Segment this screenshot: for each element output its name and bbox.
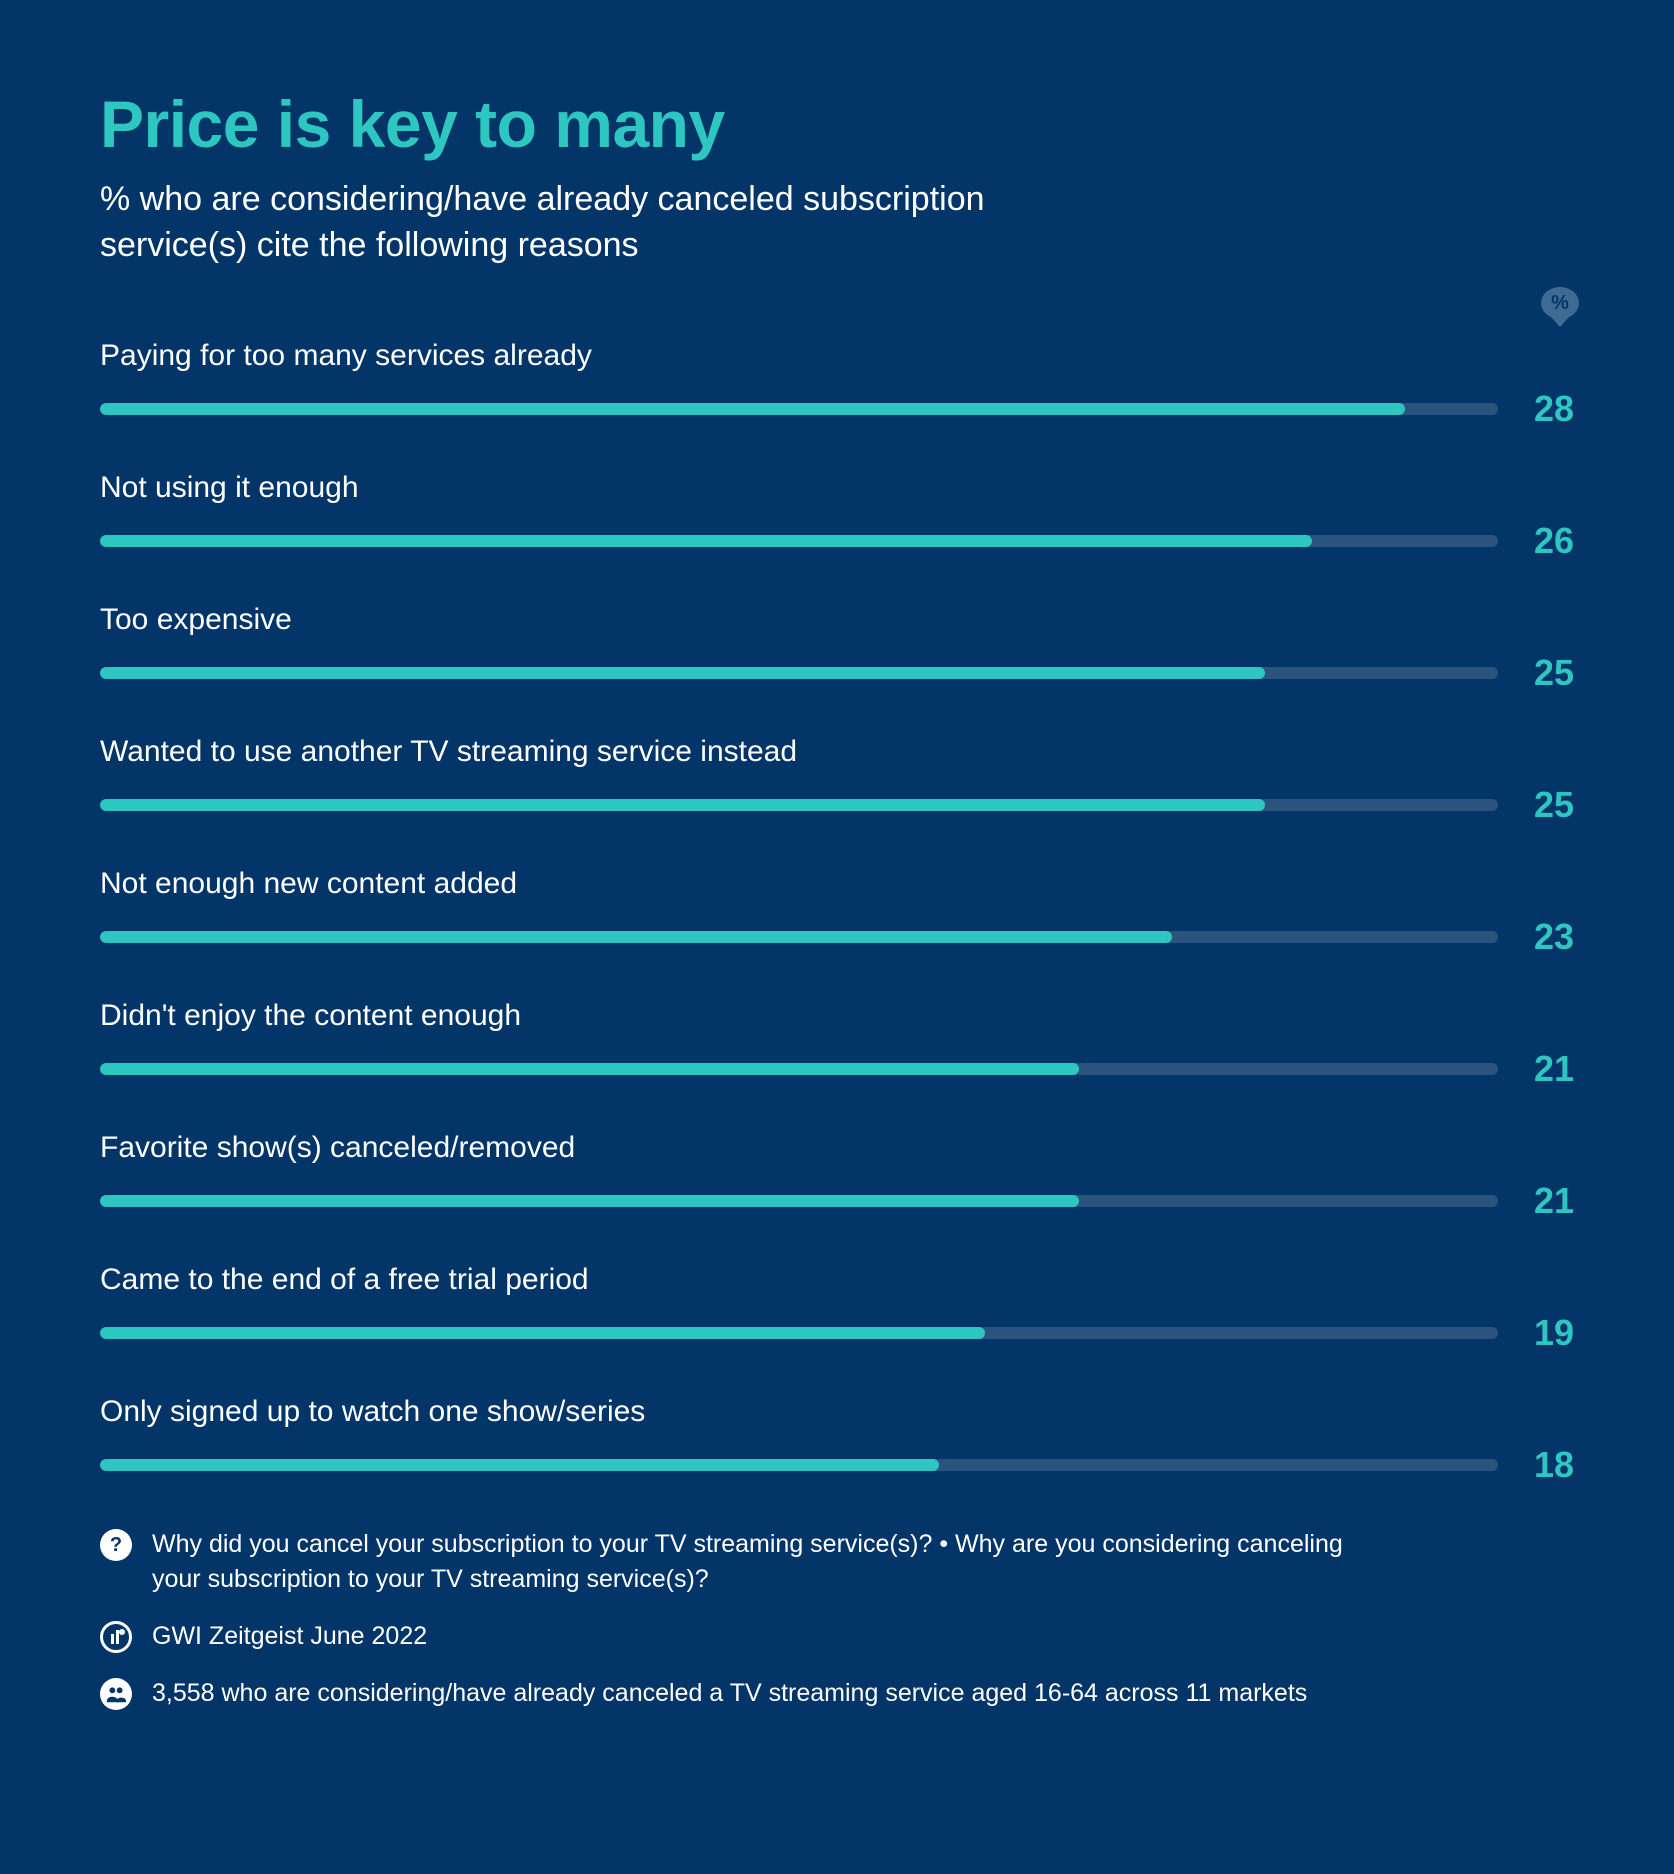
bar-fill [100,1459,939,1471]
source-icon [100,1621,132,1653]
bar-row-label: Came to the end of a free trial period [100,1263,1574,1297]
bar-row-line: 19 [100,1315,1574,1351]
bar-value: 26 [1526,523,1574,559]
percent-badge-label: % [1541,287,1579,319]
bar-row-label: Didn't enjoy the content enough [100,999,1574,1033]
bar-row-label: Too expensive [100,603,1574,637]
footer-sample-text: 3,558 who are considering/have already c… [152,1676,1307,1711]
bar-row-line: 25 [100,787,1574,823]
bar-fill [100,667,1265,679]
people-icon [100,1678,132,1710]
bar-row-label: Not enough new content added [100,867,1574,901]
bar-row: Favorite show(s) canceled/removed 21 [100,1131,1574,1219]
bar-track [100,1459,1498,1471]
bar-row-label: Wanted to use another TV streaming servi… [100,735,1574,769]
bar-fill [100,1327,985,1339]
page-subtitle: % who are considering/have already cance… [100,177,1000,269]
percent-badge: % [1540,287,1580,327]
bar-row-line: 26 [100,523,1574,559]
bar-fill [100,535,1312,547]
bar-fill [100,1063,1079,1075]
bar-row: Only signed up to watch one show/series 1… [100,1395,1574,1483]
bar-track [100,403,1498,415]
percent-badge-caret-icon [1551,317,1569,327]
bar-row-line: 21 [100,1183,1574,1219]
bar-row-label: Only signed up to watch one show/series [100,1395,1574,1429]
footer-sample-row: 3,558 who are considering/have already c… [100,1676,1574,1711]
bar-row: Not using it enough 26 [100,471,1574,559]
footer-source-row: GWI Zeitgeist June 2022 [100,1619,1574,1654]
bar-fill [100,799,1265,811]
footer-question-text: Why did you cancel your subscription to … [152,1527,1392,1597]
bar-value: 19 [1526,1315,1574,1351]
bar-value: 23 [1526,919,1574,955]
bar-track [100,1327,1498,1339]
footer-question-row: ? Why did you cancel your subscription t… [100,1527,1574,1597]
bar-track [100,1063,1498,1075]
bar-row: Too expensive 25 [100,603,1574,691]
bar-track [100,931,1498,943]
bar-row: Came to the end of a free trial period 19 [100,1263,1574,1351]
bar-row-line: 18 [100,1447,1574,1483]
bar-track [100,799,1498,811]
bar-row: Didn't enjoy the content enough 21 [100,999,1574,1087]
bar-value: 21 [1526,1051,1574,1087]
bar-fill [100,931,1172,943]
bar-row: Wanted to use another TV streaming servi… [100,735,1574,823]
bar-value: 25 [1526,655,1574,691]
bar-value: 28 [1526,391,1574,427]
bar-track [100,1195,1498,1207]
question-icon: ? [100,1529,132,1561]
chart-footer: ? Why did you cancel your subscription t… [100,1527,1574,1711]
bar-row: Paying for too many services already 28 [100,339,1574,427]
bar-row-label: Favorite show(s) canceled/removed [100,1131,1574,1165]
bar-row-line: 28 [100,391,1574,427]
bar-row-line: 21 [100,1051,1574,1087]
footer-source-text: GWI Zeitgeist June 2022 [152,1619,427,1654]
bar-fill [100,1195,1079,1207]
bar-row-line: 23 [100,919,1574,955]
page-title: Price is key to many [100,90,1574,159]
bar-row-line: 25 [100,655,1574,691]
bar-row-label: Paying for too many services already [100,339,1574,373]
bar-value: 18 [1526,1447,1574,1483]
bar-track [100,535,1498,547]
bar-value: 21 [1526,1183,1574,1219]
bar-fill [100,403,1405,415]
bar-row-label: Not using it enough [100,471,1574,505]
bar-chart: % Paying for too many services already28… [100,339,1574,1483]
chart-card: Price is key to many % who are consideri… [100,90,1574,1711]
bar-track [100,667,1498,679]
bar-row: Not enough new content added 23 [100,867,1574,955]
bar-value: 25 [1526,787,1574,823]
